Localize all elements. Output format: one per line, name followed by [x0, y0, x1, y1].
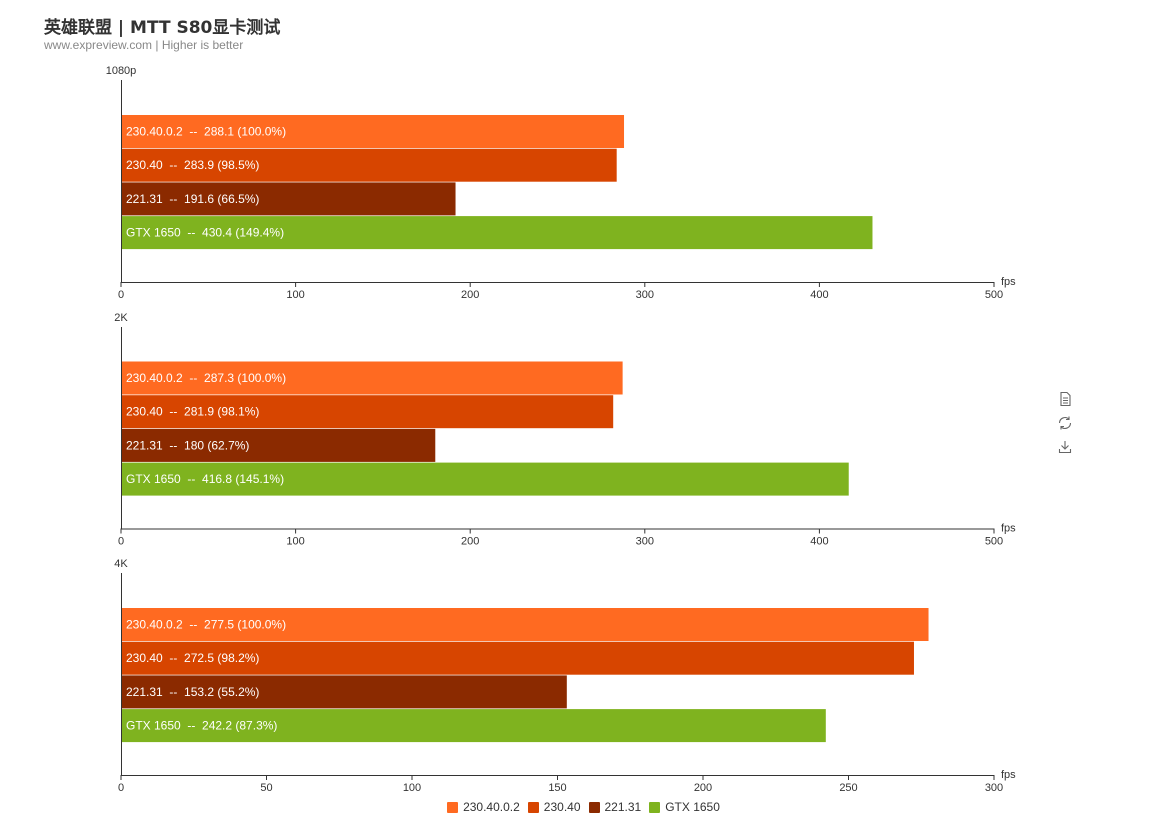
- legend-item[interactable]: 221.31: [588, 800, 642, 814]
- x-tick-label: 500: [985, 536, 1003, 548]
- bar[interactable]: [122, 182, 456, 216]
- legend-swatch: [649, 801, 661, 813]
- legend-item[interactable]: 230.40.0.2: [447, 800, 520, 814]
- panel-title: 2K: [114, 312, 128, 324]
- bar-label: GTX 1650 -- 416.8 (145.1%): [126, 472, 284, 486]
- bar[interactable]: [122, 428, 436, 462]
- x-tick-label: 300: [636, 289, 654, 301]
- x-axis-label: fps: [1001, 276, 1016, 288]
- bar-label: GTX 1650 -- 242.2 (87.3%): [126, 719, 277, 733]
- x-tick-label: 200: [461, 289, 479, 301]
- bar[interactable]: [122, 608, 929, 641]
- bar[interactable]: [122, 709, 826, 743]
- bar[interactable]: [122, 216, 873, 250]
- x-tick-label: 300: [985, 782, 1003, 794]
- bar-label: 230.40.0.2 -- 287.3 (100.0%): [126, 371, 286, 385]
- x-tick-label: 50: [260, 782, 272, 794]
- x-tick-label: 0: [118, 289, 124, 301]
- x-tick-label: 100: [403, 782, 421, 794]
- x-tick-label: 0: [118, 782, 124, 794]
- bar[interactable]: [122, 641, 914, 675]
- x-tick-label: 100: [286, 536, 304, 548]
- x-tick-label: 100: [286, 289, 304, 301]
- legend-swatch: [527, 801, 539, 813]
- panel-title: 4K: [114, 558, 128, 570]
- bar-label: 230.40 -- 281.9 (98.1%): [126, 405, 259, 419]
- bar[interactable]: [122, 462, 849, 496]
- x-axis-label: fps: [1001, 769, 1016, 781]
- bar-label: 221.31 -- 180 (62.7%): [126, 438, 249, 452]
- legend-label: GTX 1650: [665, 800, 720, 814]
- chart-subtitle: www.expreview.com | Higher is better: [44, 38, 244, 52]
- legend-item[interactable]: 230.40: [527, 800, 581, 814]
- x-tick-label: 300: [636, 536, 654, 548]
- legend-label: 221.31: [604, 800, 642, 814]
- chart-title: 英雄联盟 | MTT S80显卡测试: [44, 18, 281, 38]
- legend-label: 230.40: [543, 800, 581, 814]
- bar[interactable]: [122, 395, 614, 429]
- x-tick-label: 200: [694, 782, 712, 794]
- x-tick-label: 500: [985, 289, 1003, 301]
- x-tick-label: 250: [839, 782, 857, 794]
- legend-swatch: [588, 801, 600, 813]
- bar-label: 230.40 -- 283.9 (98.5%): [126, 158, 259, 172]
- bar-label: 230.40.0.2 -- 288.1 (100.0%): [126, 125, 286, 139]
- x-tick-label: 200: [461, 536, 479, 548]
- bar[interactable]: [122, 361, 623, 395]
- chart-toolbox: [1056, 390, 1074, 462]
- restore-icon[interactable]: [1056, 414, 1074, 432]
- x-tick-label: 400: [810, 536, 828, 548]
- x-axis-label: fps: [1001, 523, 1016, 535]
- bar[interactable]: [122, 675, 567, 709]
- legend-item[interactable]: GTX 1650: [649, 800, 720, 814]
- data-view-icon[interactable]: [1056, 390, 1074, 408]
- bar[interactable]: [122, 148, 617, 182]
- bar-label: 221.31 -- 191.6 (66.5%): [126, 192, 259, 206]
- x-tick-label: 0: [118, 536, 124, 548]
- bar-label: 230.40.0.2 -- 277.5 (100.0%): [126, 618, 286, 632]
- bar-label: GTX 1650 -- 430.4 (149.4%): [126, 226, 284, 240]
- bar-label: 221.31 -- 153.2 (55.2%): [126, 685, 259, 699]
- save-image-icon[interactable]: [1056, 438, 1074, 456]
- legend-swatch: [447, 801, 459, 813]
- panel-title: 1080p: [106, 65, 137, 77]
- x-tick-label: 150: [548, 782, 566, 794]
- bar[interactable]: [122, 115, 625, 148]
- legend-label: 230.40.0.2: [463, 800, 520, 814]
- chart-legend: 230.40.0.2 230.40 221.31 GTX 1650: [0, 800, 1167, 816]
- x-tick-label: 400: [810, 289, 828, 301]
- bar-label: 230.40 -- 272.5 (98.2%): [126, 651, 259, 665]
